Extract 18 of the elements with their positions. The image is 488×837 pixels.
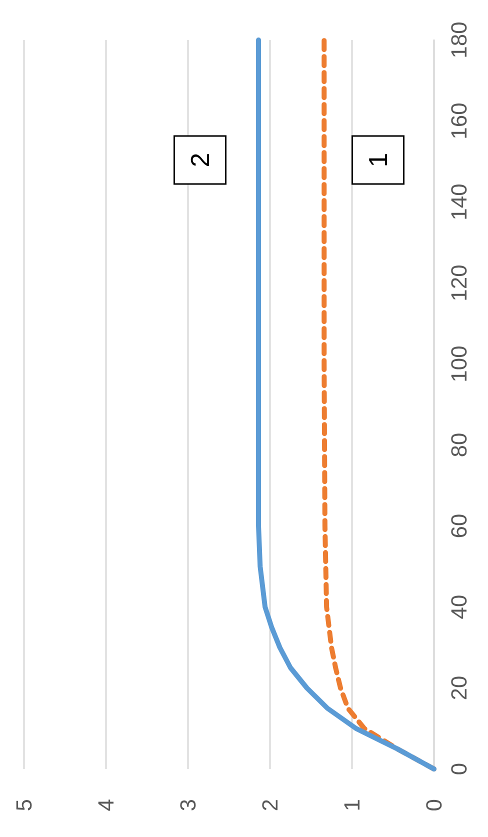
y-tick-label: 80 <box>446 432 472 458</box>
annotation: 2 <box>185 152 215 168</box>
y-tick-label: 120 <box>446 264 472 302</box>
y-tick-label: 0 <box>446 762 472 776</box>
y-tick-label: 180 <box>446 22 472 58</box>
y-tick-label: 40 <box>446 594 472 620</box>
x-tick-label: 3 <box>176 799 200 812</box>
y-tick-label: 20 <box>446 676 472 700</box>
y-tick-label: 60 <box>446 514 472 538</box>
x-tick-label: 2 <box>258 799 282 812</box>
y-tick-label: 160 <box>446 102 472 140</box>
x-tick-label: 0 <box>422 799 446 812</box>
x-tick-label: 1 <box>340 799 364 812</box>
annotation: 1 <box>363 152 393 168</box>
y-tick-label: 140 <box>446 184 472 220</box>
x-tick-label: 5 <box>12 799 36 812</box>
x-tick-label: 4 <box>94 799 118 812</box>
y-tick-label: 100 <box>446 346 472 382</box>
